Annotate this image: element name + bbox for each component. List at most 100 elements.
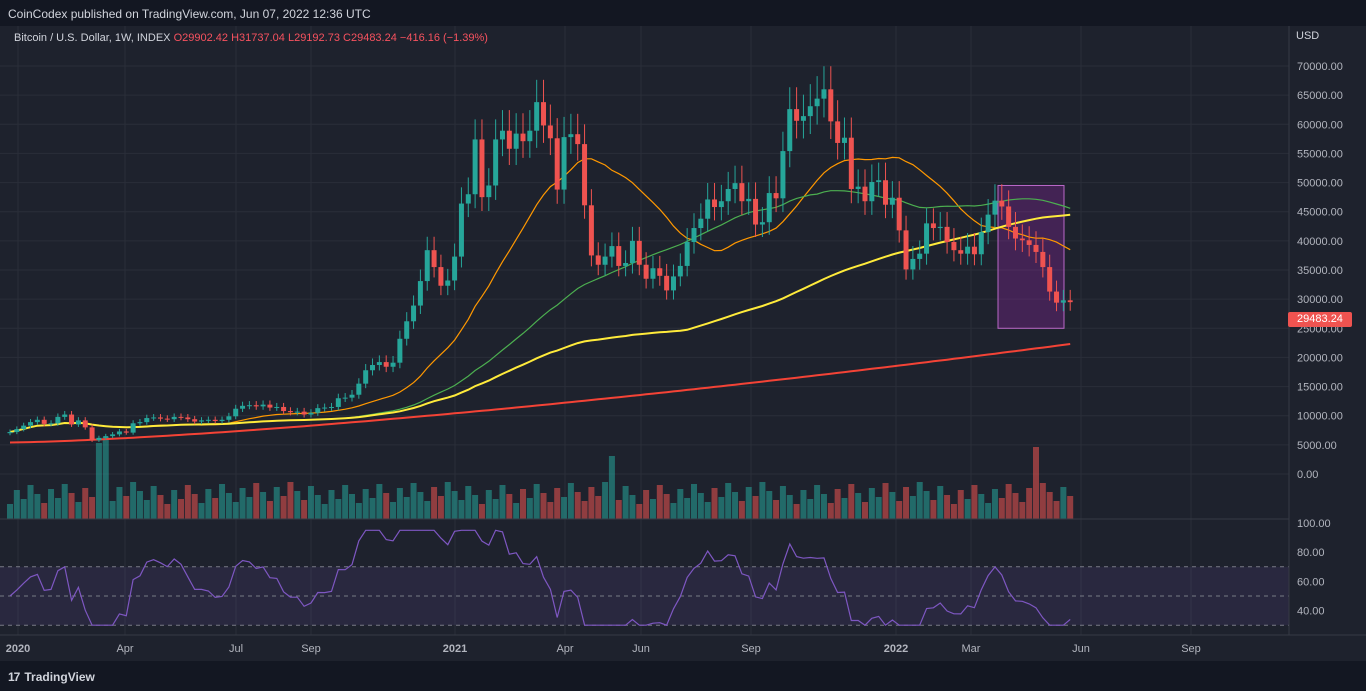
candle-body[interactable] [493, 139, 499, 186]
candle-body[interactable] [554, 138, 560, 190]
candle-body[interactable] [903, 230, 909, 270]
candle-body[interactable] [698, 218, 704, 229]
candle-body[interactable] [534, 102, 540, 131]
candle-body[interactable] [766, 193, 772, 223]
candle-body[interactable] [315, 408, 321, 413]
candle-body[interactable] [178, 416, 184, 418]
candle-body[interactable] [643, 264, 649, 279]
candle-body[interactable] [759, 222, 765, 225]
candle-body[interactable] [75, 420, 81, 425]
candle-body[interactable] [739, 183, 745, 202]
candle-body[interactable] [110, 434, 116, 437]
candle-body[interactable] [732, 183, 738, 189]
candle-body[interactable] [438, 267, 444, 286]
candle-body[interactable] [1040, 251, 1046, 268]
candle-body[interactable] [650, 268, 656, 279]
candle-body[interactable] [910, 258, 916, 270]
candle-body[interactable] [869, 181, 875, 202]
candle-body[interactable] [506, 130, 512, 149]
candle-body[interactable] [335, 398, 341, 407]
candle-body[interactable] [862, 186, 868, 202]
candle-body[interactable] [96, 437, 102, 441]
candle-body[interactable] [41, 419, 47, 424]
candle-body[interactable] [582, 144, 588, 206]
candle-body[interactable] [753, 198, 759, 225]
candle-body[interactable] [930, 223, 936, 229]
candle-body[interactable] [835, 121, 841, 143]
tradingview-logo[interactable]: 17 TradingView [8, 670, 95, 684]
candle-body[interactable] [301, 411, 307, 415]
candle-body[interactable] [1019, 238, 1025, 241]
candle-body[interactable] [192, 419, 198, 422]
candlesticks[interactable] [7, 66, 1073, 442]
candle-body[interactable] [691, 228, 697, 243]
candle-body[interactable] [547, 125, 553, 139]
candle-body[interactable] [616, 246, 622, 266]
candle-body[interactable] [718, 201, 724, 208]
candle-body[interactable] [780, 151, 786, 199]
candle-body[interactable] [458, 203, 464, 257]
candle-body[interactable] [807, 106, 813, 117]
candle-body[interactable] [246, 405, 252, 407]
candle-body[interactable] [725, 188, 731, 202]
candle-body[interactable] [28, 422, 34, 426]
candle-body[interactable] [144, 418, 150, 423]
candle-body[interactable] [876, 180, 882, 182]
candle-body[interactable] [992, 200, 998, 215]
chart-area[interactable]: 70000.00 65000.00 60000.00 55000.00 50000.00… [0, 26, 1366, 661]
candle-body[interactable] [445, 280, 451, 286]
candle-body[interactable] [561, 137, 567, 190]
candle-body[interactable] [971, 246, 977, 255]
candle-body[interactable] [965, 246, 971, 254]
candle-body[interactable] [1067, 300, 1073, 303]
candle-body[interactable] [294, 411, 300, 413]
candle-body[interactable] [623, 263, 629, 266]
candle-body[interactable] [814, 98, 820, 107]
candle-body[interactable] [958, 250, 964, 254]
candle-body[interactable] [486, 185, 492, 198]
candle-body[interactable] [896, 197, 902, 231]
candle-body[interactable] [1060, 300, 1066, 303]
candle-body[interactable] [212, 419, 218, 421]
candle-body[interactable] [157, 417, 163, 419]
candle-body[interactable] [14, 429, 20, 433]
candle-body[interactable] [417, 281, 423, 306]
candle-body[interactable] [855, 186, 861, 189]
candle-body[interactable] [205, 419, 211, 421]
candle-body[interactable] [889, 197, 895, 205]
candle-body[interactable] [342, 397, 348, 399]
candle-body[interactable] [62, 414, 68, 417]
candle-body[interactable] [828, 89, 834, 122]
candle-body[interactable] [397, 338, 403, 363]
candle-body[interactable] [55, 416, 61, 424]
candle-body[interactable] [924, 223, 930, 254]
candle-body[interactable] [363, 370, 369, 384]
candle-body[interactable] [602, 256, 608, 265]
candle-body[interactable] [171, 416, 177, 420]
candle-body[interactable] [130, 423, 136, 433]
candle-body[interactable] [657, 268, 663, 276]
candle-body[interactable] [841, 137, 847, 143]
candle-body[interactable] [513, 133, 519, 149]
candle-body[interactable] [917, 253, 923, 259]
candle-body[interactable] [499, 130, 505, 140]
candle-body[interactable] [328, 406, 334, 408]
candle-body[interactable] [712, 199, 718, 208]
candle-body[interactable] [253, 405, 259, 407]
candle-body[interactable] [431, 250, 437, 268]
candle-body[interactable] [527, 130, 533, 142]
candle-body[interactable] [281, 406, 287, 412]
candle-body[interactable] [773, 193, 779, 199]
candle-body[interactable] [1012, 226, 1018, 239]
candle-body[interactable] [684, 242, 690, 266]
candle-body[interactable] [199, 420, 205, 422]
candle-body[interactable] [465, 194, 471, 204]
candle-body[interactable] [1054, 291, 1060, 303]
candle-body[interactable] [123, 431, 129, 433]
candle-body[interactable] [370, 365, 376, 371]
candle-body[interactable] [787, 109, 793, 152]
candle-body[interactable] [390, 362, 396, 367]
candle-body[interactable] [595, 255, 601, 265]
candle-body[interactable] [137, 422, 143, 424]
candle-body[interactable] [151, 417, 157, 419]
